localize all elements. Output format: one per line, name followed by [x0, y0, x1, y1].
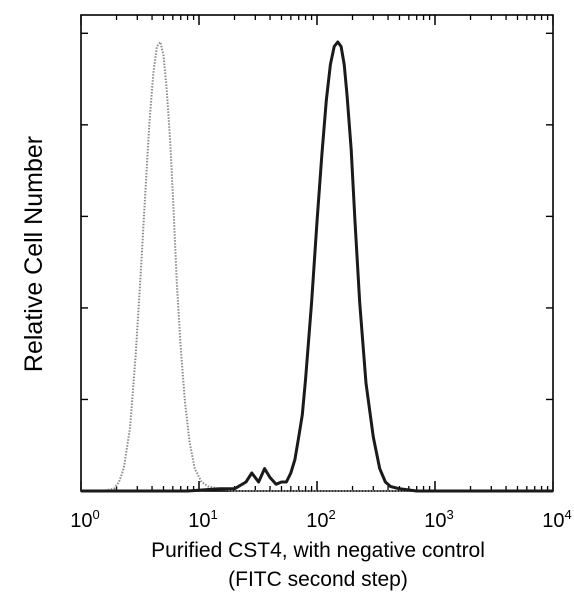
control-histogram-line	[81, 41, 553, 492]
cst4-histogram-line	[81, 40, 553, 493]
x-tick-label: 103	[424, 507, 453, 532]
series-layer	[81, 40, 553, 493]
x-tick-label: 100	[70, 507, 99, 532]
x-tick-labels: 100 101 102 103 104	[70, 507, 571, 532]
x-axis-label-line2: (FITC second step)	[228, 568, 408, 591]
x-axis-label-line1: Purified CST4, with negative control	[151, 539, 485, 562]
x-tick-label: 104	[542, 507, 571, 532]
x-tick-label: 101	[188, 507, 217, 532]
y-ticks	[81, 32, 553, 401]
x-tick-label: 102	[306, 507, 335, 532]
y-axis-label: Relative Cell Number	[20, 136, 48, 372]
